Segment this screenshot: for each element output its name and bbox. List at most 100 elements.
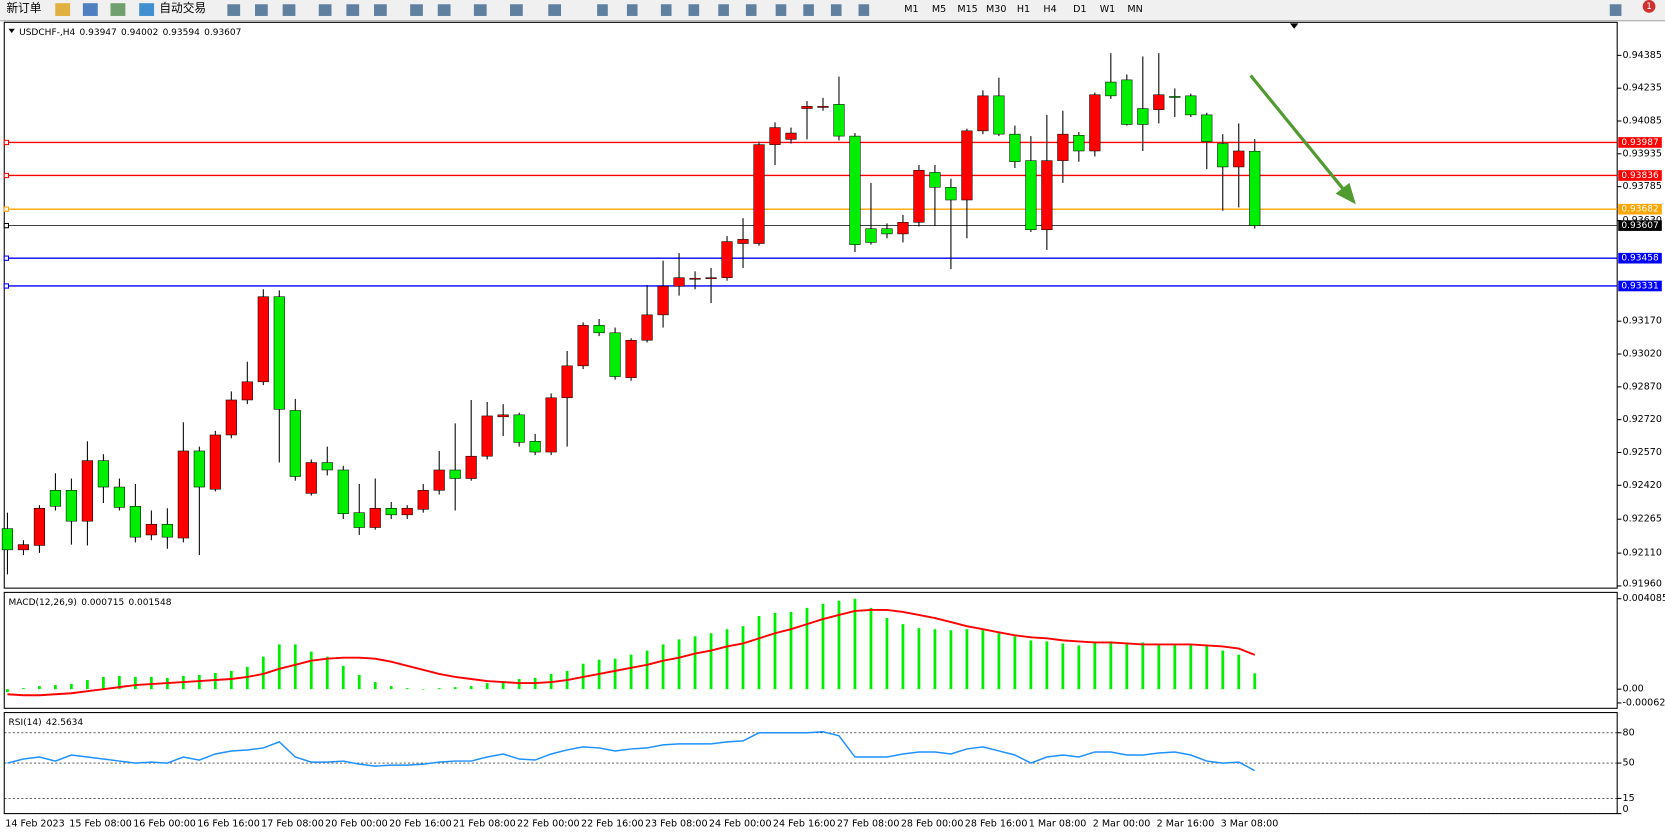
candle-body <box>1105 81 1117 97</box>
histogram-bar <box>1205 645 1209 690</box>
candle-body <box>705 277 717 280</box>
icon[interactable] <box>255 4 268 16</box>
candle-body <box>561 365 573 399</box>
histogram-bar <box>917 628 921 690</box>
chart-panel <box>3 591 1618 709</box>
timeframe-button[interactable]: D1 <box>1073 4 1086 15</box>
time-label: 27 Feb 08:00 <box>837 819 900 830</box>
candle-body <box>145 523 157 536</box>
icon[interactable] <box>858 4 870 16</box>
y-tick-label: 0.93170 <box>1622 316 1661 327</box>
histogram-bar <box>1125 642 1129 690</box>
icon[interactable] <box>227 4 241 16</box>
new-order-button[interactable]: 新订单 <box>6 1 41 15</box>
search-icon[interactable] <box>1609 4 1622 16</box>
candle-body <box>97 460 109 488</box>
candle-body <box>1009 133 1021 162</box>
icon[interactable] <box>55 3 71 16</box>
candle-body <box>177 450 189 539</box>
histogram-bar <box>405 688 409 690</box>
icon[interactable] <box>548 4 562 16</box>
trend-arrow <box>1249 74 1347 193</box>
icon[interactable] <box>597 4 608 16</box>
icon[interactable] <box>410 4 423 16</box>
candle-body <box>1185 95 1197 116</box>
candle-body <box>337 469 349 515</box>
histogram-bar <box>22 688 25 690</box>
timeframe-button[interactable]: M15 <box>957 4 977 15</box>
rsi-line <box>7 731 1256 772</box>
level-label: 0.93458 <box>1621 254 1659 264</box>
candle-body <box>1249 150 1261 226</box>
candle-body <box>945 187 957 201</box>
timeframe-button[interactable]: M1 <box>904 4 918 15</box>
icon[interactable] <box>745 4 757 16</box>
histogram-bar <box>741 626 745 690</box>
timeframe-button[interactable]: H1 <box>1017 4 1030 15</box>
histogram-bar <box>245 666 249 690</box>
candle-body <box>465 455 477 479</box>
candle-body <box>849 135 861 245</box>
candle-body <box>305 462 317 494</box>
auto-trade-button[interactable]: 自动交易 <box>159 1 206 15</box>
histogram-bar <box>149 676 153 690</box>
icon[interactable] <box>626 4 638 16</box>
icon[interactable] <box>282 4 296 16</box>
header-value: 0.93607 <box>204 27 241 37</box>
level-label-box <box>1618 252 1662 264</box>
histogram-bar <box>102 676 105 690</box>
level-label: 0.93607 <box>1621 221 1658 231</box>
icon[interactable] <box>437 4 451 16</box>
histogram-bar <box>1157 644 1161 690</box>
charts: 0.94385 0.94235 0.94085 0.93935 0.93785 0.936… <box>1 21 1665 830</box>
timeframe-button[interactable]: MN <box>1127 4 1142 15</box>
notification-badge[interactable] <box>1642 0 1656 13</box>
y-tick-label: 0.92570 <box>1622 447 1661 458</box>
icon[interactable] <box>473 4 487 16</box>
histogram-bar <box>805 607 809 690</box>
candle-body <box>417 490 429 510</box>
icon[interactable] <box>775 4 787 16</box>
histogram-bar <box>485 683 489 690</box>
icon[interactable] <box>688 4 700 16</box>
level-label-box <box>1618 203 1662 215</box>
candle-body <box>1137 108 1149 125</box>
icon[interactable] <box>82 3 98 16</box>
histogram-bar <box>1013 636 1017 690</box>
auto-trade-icon[interactable] <box>139 3 155 16</box>
histogram-bar <box>1077 645 1081 690</box>
level-anchor <box>3 206 10 212</box>
histogram-bar <box>437 688 441 690</box>
candle-body <box>353 512 365 528</box>
candle-body <box>321 462 333 471</box>
timeframes: M1 M5 M15 M30 H1 H4 D1 W1 MN <box>904 4 1143 15</box>
timeframe-button[interactable]: W1 <box>1100 4 1116 15</box>
icon[interactable] <box>374 4 387 16</box>
icon[interactable] <box>318 4 332 16</box>
candle-body <box>1089 94 1101 152</box>
timeframe-button[interactable]: M30 <box>986 4 1006 15</box>
level-label: 0.93331 <box>1621 281 1658 291</box>
y-tick-label: 0.92720 <box>1622 414 1661 425</box>
candle-body <box>929 172 941 188</box>
candle-body <box>721 241 733 278</box>
shift-marker <box>1289 23 1299 29</box>
icon[interactable] <box>510 4 523 16</box>
histogram-bar <box>501 681 505 690</box>
icon[interactable] <box>110 3 126 16</box>
histogram-bar <box>661 644 665 690</box>
icon[interactable] <box>718 4 729 16</box>
icon[interactable] <box>660 4 672 16</box>
histogram-bar <box>453 687 457 690</box>
histogram-bar <box>357 674 361 690</box>
timeframe-button[interactable]: M5 <box>932 4 946 15</box>
y-tick-label: 50 <box>1622 758 1634 769</box>
icon[interactable] <box>346 4 360 16</box>
candle-body <box>81 460 93 522</box>
time-label: 16 Feb 16:00 <box>197 819 260 830</box>
timeframe-button[interactable]: H4 <box>1043 4 1056 15</box>
histogram-bar <box>277 644 281 690</box>
icon[interactable] <box>830 4 842 16</box>
icon[interactable] <box>803 4 814 16</box>
candle-body <box>497 414 509 418</box>
